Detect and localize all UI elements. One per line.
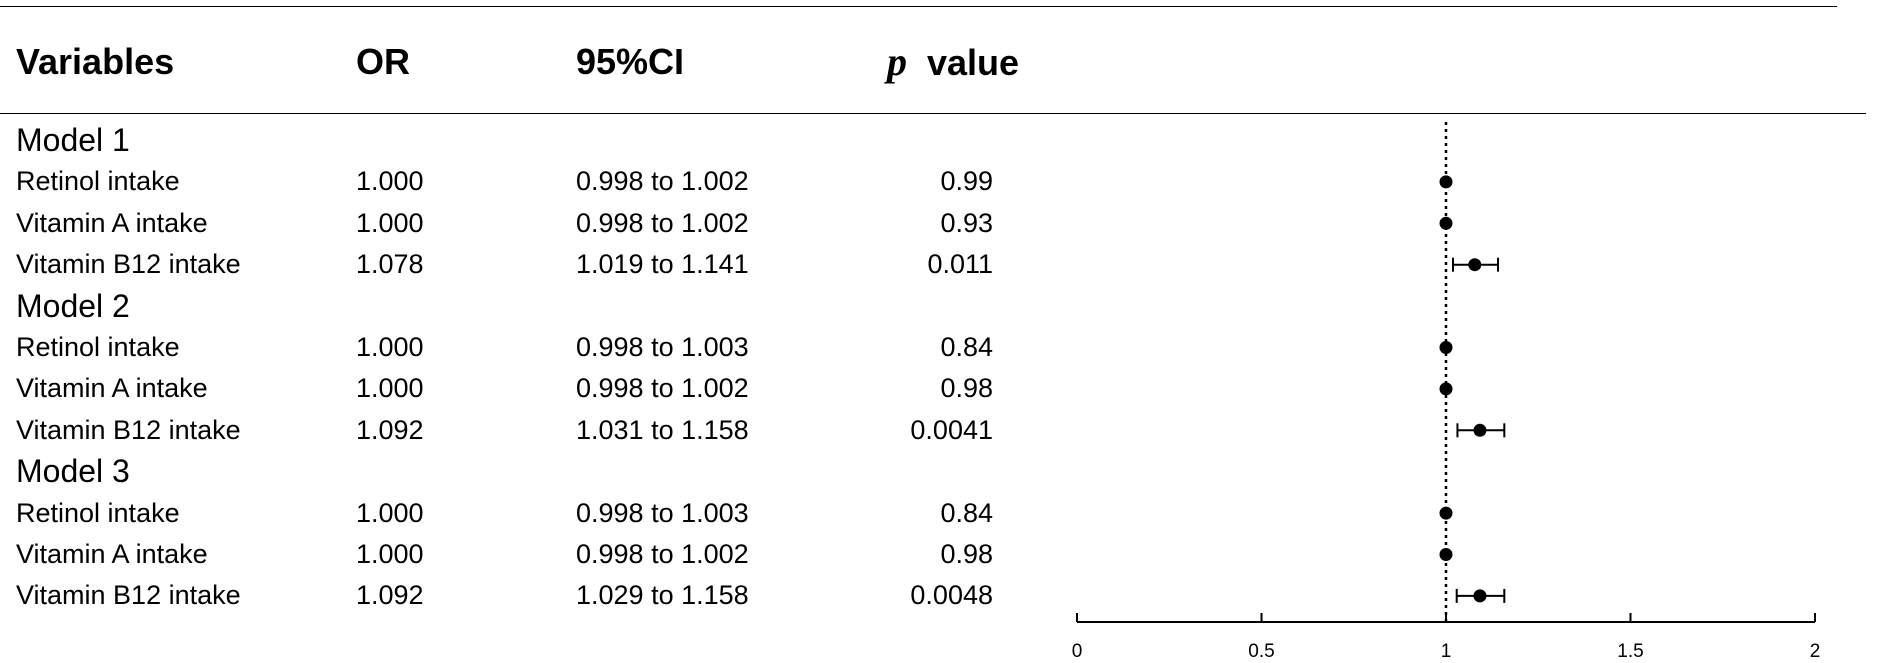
table-row: Retinol intake 1.000 0.998 to 1.002 0.99	[0, 161, 1060, 202]
p-value-cell: 0.0048	[910, 580, 993, 611]
header-p-word: value	[927, 42, 1020, 83]
header-variables: Variables	[16, 41, 175, 82]
variable-cell: Vitamin A intake	[16, 373, 208, 404]
table-row: Retinol intake 1.000 0.998 to 1.003 0.84	[0, 493, 1060, 534]
variable-cell: Retinol intake	[16, 497, 180, 528]
odds-ratio-point	[1439, 506, 1453, 520]
table-row: Retinol intake 1.000 0.998 to 1.003 0.84	[0, 327, 1060, 368]
variable-cell: Vitamin B12 intake	[16, 414, 241, 445]
variable-cell: Vitamin B12 intake	[16, 249, 241, 280]
variable-cell: Vitamin A intake	[16, 207, 208, 238]
p-value-cell: 0.93	[940, 207, 993, 238]
or-cell: 1.000	[356, 497, 424, 528]
x-tick-label: 1	[1441, 641, 1452, 662]
p-value-cell: 0.99	[940, 166, 993, 197]
variable-cell: Retinol intake	[16, 166, 180, 197]
ci-cell: 0.998 to 1.002	[576, 207, 749, 238]
ci-cell: 0.998 to 1.002	[576, 373, 749, 404]
table-row: Vitamin A intake 1.000 0.998 to 1.002 0.98	[0, 534, 1060, 575]
ci-cell: 1.029 to 1.158	[576, 580, 749, 611]
header-rule	[0, 113, 1866, 114]
odds-ratio-point	[1439, 216, 1453, 230]
or-cell: 1.000	[356, 332, 424, 362]
p-value-cell: 0.011	[927, 249, 993, 280]
top-rule	[0, 6, 1837, 7]
or-cell: 1.000	[356, 373, 424, 404]
variable-cell: Vitamin B12 intake	[16, 580, 241, 611]
p-value-cell: 0.84	[940, 497, 993, 528]
odds-ratio-point	[1468, 258, 1482, 272]
ci-cell: 0.998 to 1.002	[576, 166, 749, 197]
model-heading-row: Model 2	[0, 286, 1060, 327]
odds-ratio-point	[1473, 589, 1487, 603]
x-tick-label: 0	[1072, 641, 1083, 662]
odds-ratio-point	[1439, 175, 1453, 189]
x-tick-label: 0.5	[1248, 641, 1274, 662]
variable-cell: Vitamin A intake	[16, 539, 208, 569]
results-table: Model 1 Retinol intake 1.000 0.998 to 1.002…	[0, 120, 1060, 616]
p-value-cell: 0.84	[940, 332, 993, 362]
x-tick-label: 1.5	[1617, 641, 1643, 662]
header-ci: 95%CI	[576, 41, 685, 82]
header-p-symbol: p	[887, 39, 907, 84]
or-cell: 1.092	[356, 414, 424, 445]
header-p-value: p value	[887, 40, 1019, 85]
table-row: Vitamin A intake 1.000 0.998 to 1.002 0.93	[0, 203, 1060, 244]
ci-cell: 0.998 to 1.002	[576, 539, 749, 569]
p-value-cell: 0.98	[940, 539, 993, 569]
or-cell: 1.092	[356, 580, 424, 611]
or-cell: 1.000	[356, 539, 424, 569]
or-cell: 1.000	[356, 166, 424, 197]
model-label: Model 2	[16, 287, 130, 324]
model-heading-row: Model 3	[0, 451, 1060, 492]
ci-cell: 1.019 to 1.141	[576, 249, 749, 280]
table-row: Vitamin B12 intake 1.092 1.029 to 1.158 0.0…	[0, 575, 1060, 616]
table-row: Vitamin B12 intake 1.078 1.019 to 1.141 0.0…	[0, 244, 1060, 285]
odds-ratio-point	[1439, 548, 1453, 561]
x-tick-label: 2	[1810, 641, 1821, 662]
ci-cell: 0.998 to 1.003	[576, 332, 749, 362]
model-heading-row: Model 1	[0, 120, 1060, 161]
table-row: Vitamin B12 intake 1.092 1.031 to 1.158 0.0…	[0, 410, 1060, 451]
p-value-cell: 0.98	[940, 373, 993, 404]
odds-ratio-point	[1473, 423, 1487, 437]
model-label: Model 3	[16, 453, 130, 490]
variable-cell: Retinol intake	[16, 332, 180, 362]
ci-cell: 0.998 to 1.003	[576, 497, 749, 528]
odds-ratio-point	[1439, 382, 1453, 396]
table-row: Vitamin A intake 1.000 0.998 to 1.002 0.98	[0, 368, 1060, 409]
model-label: Model 1	[16, 122, 130, 158]
odds-ratio-point	[1439, 341, 1453, 354]
p-value-cell: 0.0041	[910, 414, 993, 445]
or-cell: 1.078	[356, 249, 424, 280]
or-cell: 1.000	[356, 207, 424, 238]
ci-cell: 1.031 to 1.158	[576, 414, 749, 445]
header-or: OR	[356, 41, 410, 82]
